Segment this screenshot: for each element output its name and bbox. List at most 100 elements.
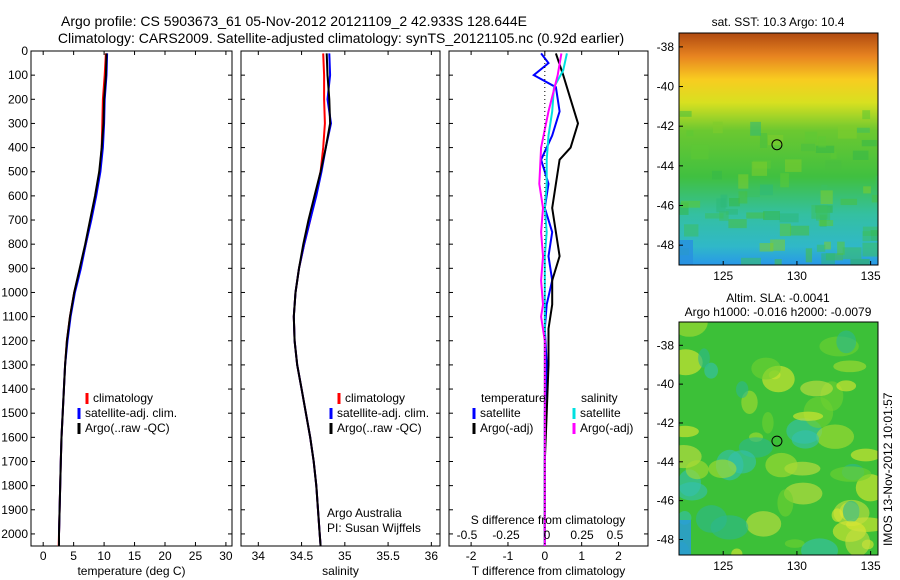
series-group xyxy=(57,53,109,546)
sla-texture-blob xyxy=(783,482,823,505)
series-line-argo-raw-qc- xyxy=(292,53,332,546)
sst-texture-cell xyxy=(780,173,789,188)
depth-tick-label: 1900 xyxy=(1,503,28,517)
sst-texture-cell xyxy=(815,145,835,154)
sst-texture-cell xyxy=(759,243,774,252)
series-line-satellite xyxy=(532,52,561,546)
x-tick-label: 5 xyxy=(70,549,77,563)
s-diff-tick-label: 0 xyxy=(544,528,551,542)
panel-frame xyxy=(30,50,233,547)
sst-texture-cell xyxy=(745,189,760,198)
legend-temp-satellite-label: satellite xyxy=(480,406,521,420)
map-y-tick-label: -48 xyxy=(657,238,675,252)
sst-texture-cell xyxy=(738,191,748,204)
legend-title-salinity: salinity xyxy=(581,391,618,405)
sst-texture-cell xyxy=(842,247,862,260)
sst-texture-cell xyxy=(741,257,761,265)
x-axis-label: temperature (deg C) xyxy=(77,564,185,578)
map-y-tick-label: -44 xyxy=(657,159,675,173)
sst-texture-cell xyxy=(738,174,749,189)
x-tick-label: 1 xyxy=(578,549,585,563)
sst-texture-cell xyxy=(785,159,802,172)
depth-tick-label: 1700 xyxy=(1,454,28,468)
sst-texture-cell xyxy=(763,211,780,221)
depth-tick-label: 1100 xyxy=(2,310,28,324)
legend-argo-label: Argo(..raw -QC) xyxy=(337,421,422,435)
map-y-tick-label: -46 xyxy=(657,494,675,508)
map-y-tick-label: -40 xyxy=(657,80,675,94)
panel-frame xyxy=(448,50,649,547)
sla-texture-blob xyxy=(695,505,727,533)
sla-texture-blob xyxy=(800,380,833,397)
map-x-tick-label: 125 xyxy=(713,269,733,283)
sla-texture-blob xyxy=(836,330,857,354)
sst-texture-cell xyxy=(861,139,877,147)
x-tick-label: -1 xyxy=(503,549,514,563)
sst-texture-cell xyxy=(705,213,724,219)
sst-texture-cell xyxy=(759,184,773,196)
s-diff-axis-label: S difference from climatology xyxy=(471,513,626,527)
depth-tick-label: 400 xyxy=(8,141,28,155)
sst-texture-cell xyxy=(712,121,723,134)
imos-timestamp-label: IMOS 13-Nov-2012 10:01:57 xyxy=(881,392,895,546)
sst-texture-cell xyxy=(746,212,765,219)
sla-texture-blob xyxy=(855,474,878,502)
sst-texture-cell xyxy=(821,253,835,265)
s-diff-tick-label: 0.5 xyxy=(607,528,624,542)
depth-tick-label: 2000 xyxy=(1,527,28,541)
series-line-climatology xyxy=(292,53,326,546)
legend-argo-label: Argo(..raw -QC) xyxy=(85,421,170,435)
sst-texture-cell xyxy=(862,110,871,120)
credit-line1: Argo Australia xyxy=(327,506,402,520)
sst-texture-cell xyxy=(719,211,729,221)
salinity-panel: 34 34.5 35 35.5 36 salinity climatologysatelli… xyxy=(240,50,441,578)
sst-texture-cell xyxy=(821,184,828,191)
sla-texture-blob xyxy=(816,424,855,449)
sla-texture-blob xyxy=(679,349,703,376)
sla-map: Altim. SLA: -0.0041 Argo h1000: -0.016 h… xyxy=(657,291,881,573)
sla-texture-blob xyxy=(831,508,844,522)
sst-texture-cell xyxy=(870,230,878,241)
sla-low-patch xyxy=(679,520,691,555)
sla-texture-blob xyxy=(833,360,867,373)
legend-sal-satellite-label: satellite xyxy=(580,406,621,420)
sla-texture-blob xyxy=(777,489,794,517)
sst-texture-cell xyxy=(725,208,738,215)
x-tick-label: 34 xyxy=(252,549,266,563)
map-y-tick-label: -48 xyxy=(657,532,675,546)
s-diff-tick-label: -0.25 xyxy=(492,528,520,542)
sst-texture-cell xyxy=(728,198,740,207)
depth-tick-label: 1500 xyxy=(1,406,28,420)
depth-tick-label: 1800 xyxy=(1,479,28,493)
sla-texture-blob xyxy=(679,482,708,501)
sla-texture-blob xyxy=(836,380,857,392)
difference-panel: -2 -1 0 1 2T difference from climatology -0.5… xyxy=(448,50,649,578)
sst-texture-cell xyxy=(820,190,833,205)
series-group xyxy=(292,53,333,546)
sla-texture-blob xyxy=(842,500,860,523)
map-x-tick-label: 130 xyxy=(787,269,807,283)
temperature-panel: 0100200300400500600700800900100011001200… xyxy=(1,44,233,578)
depth-tick-label: 500 xyxy=(8,165,28,179)
sst-texture-cell xyxy=(863,186,871,194)
sla-texture-blob xyxy=(698,348,710,368)
sst-texture-cell xyxy=(691,144,709,160)
map-y-tick-label: -46 xyxy=(657,199,675,213)
sla-map-frame xyxy=(678,321,879,556)
x-tick-label: 0 xyxy=(40,549,47,563)
sst-texture-cell xyxy=(825,160,842,170)
sla-texture-blob xyxy=(801,538,839,555)
sst-texture-cell xyxy=(716,198,726,213)
depth-tick-label: 900 xyxy=(8,261,28,275)
sst-texture-cell xyxy=(830,151,837,159)
sla-texture-blob xyxy=(731,548,743,555)
x-axis-label: T difference from climatology xyxy=(472,564,626,578)
sst-texture-cell xyxy=(750,121,761,136)
x-tick-label: 15 xyxy=(128,549,142,563)
sst-texture-cell xyxy=(751,161,768,176)
sst-texture-cell xyxy=(711,170,722,180)
x-tick-label: 30 xyxy=(219,549,233,563)
sst-cold-patch xyxy=(679,240,693,265)
sst-texture-cell xyxy=(852,150,869,160)
sst-map-frame xyxy=(678,32,879,266)
